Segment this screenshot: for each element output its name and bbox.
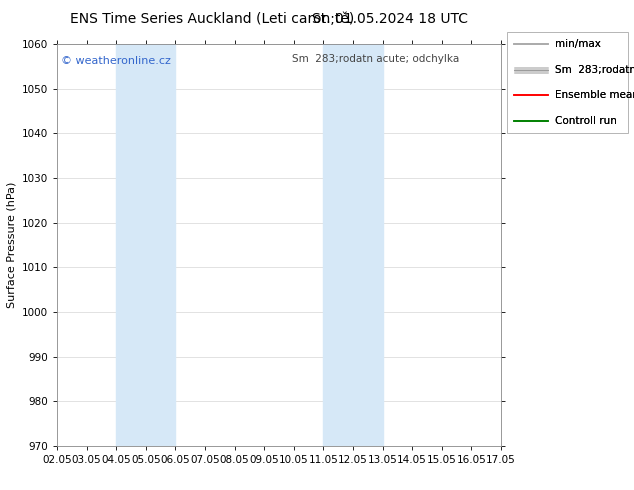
- Bar: [116, 44, 176, 446]
- Text: Sm  283;rodatn acute; odchylka: Sm 283;rodatn acute; odchylka: [555, 65, 634, 74]
- Text: Ensemble mean run: Ensemble mean run: [555, 90, 634, 100]
- Text: ENS Time Series Auckland (Leti caron;tě): ENS Time Series Auckland (Leti caron;tě): [70, 12, 354, 26]
- Text: St. 01.05.2024 18 UTC: St. 01.05.2024 18 UTC: [312, 12, 468, 26]
- Text: Sm  283;rodatn acute; odchylka: Sm 283;rodatn acute; odchylka: [555, 65, 634, 74]
- Text: © weatheronline.cz: © weatheronline.cz: [61, 56, 171, 66]
- Text: min/max: min/max: [555, 39, 600, 49]
- Y-axis label: Surface Pressure (hPa): Surface Pressure (hPa): [6, 182, 16, 308]
- Text: Sm  283;rodatn acute; odchylka: Sm 283;rodatn acute; odchylka: [292, 54, 460, 64]
- Text: Controll run: Controll run: [555, 116, 617, 125]
- Text: Ensemble mean run: Ensemble mean run: [555, 90, 634, 100]
- Text: Controll run: Controll run: [555, 116, 617, 125]
- Bar: [323, 44, 382, 446]
- Text: min/max: min/max: [555, 39, 600, 49]
